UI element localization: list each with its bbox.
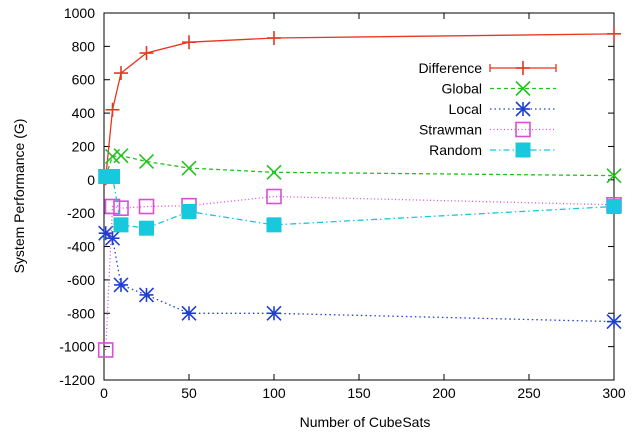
series-random (98, 168, 622, 236)
x-tick-label: 50 (181, 385, 197, 401)
data-point-strawman (113, 200, 129, 216)
legend-item-random: Random (429, 142, 556, 158)
series-difference (98, 26, 621, 186)
y-tick-label: -1000 (59, 339, 95, 355)
data-point-difference (267, 31, 281, 46)
y-tick-label: -800 (67, 305, 95, 321)
data-point-random (105, 168, 120, 184)
y-tick-label: -1200 (59, 372, 95, 388)
ticks-layer: 0 50 100 150 200 250 300 -1200 -1000 -800 -600 -400… (59, 5, 626, 401)
legend-marker (515, 121, 531, 138)
data-point-strawman (97, 342, 114, 358)
data-point-difference (105, 102, 120, 117)
data-point-strawman (138, 198, 155, 215)
legend-label: Difference (418, 60, 482, 76)
y-tick-label: -400 (67, 239, 95, 255)
y-tick-label: -600 (67, 272, 95, 288)
data-point-strawman (266, 188, 282, 205)
series-layer (97, 26, 622, 358)
x-tick-label: 0 (100, 385, 108, 401)
series-global (98, 148, 622, 185)
data-point-local (181, 305, 197, 321)
legend-marker (515, 80, 531, 97)
series-line-difference (105, 33, 615, 179)
y-tick-label: 200 (72, 138, 96, 154)
y-tick-label: -200 (67, 205, 95, 221)
data-point-random (181, 204, 197, 220)
data-point-global (181, 160, 197, 176)
data-point-random (606, 199, 622, 215)
data-point-global (266, 164, 282, 180)
data-point-local (606, 314, 622, 330)
series-local (98, 225, 622, 330)
y-axis-title: System Performance (G) (11, 119, 27, 274)
legend-marker (516, 61, 530, 75)
data-point-difference (114, 66, 128, 81)
y-tick-label: 1000 (64, 5, 95, 21)
data-point-strawman (104, 198, 121, 215)
legend-marker (515, 142, 531, 158)
series-strawman (97, 188, 622, 358)
data-point-difference (182, 35, 196, 50)
legend-item-difference: Difference (418, 60, 557, 76)
data-point-local (266, 305, 282, 321)
x-tick-label: 300 (602, 385, 626, 401)
data-point-random (266, 217, 282, 233)
y-tick-label: 0 (87, 172, 95, 188)
legend-marker (515, 101, 531, 117)
legend-item-global: Global (442, 81, 556, 97)
legend-item-local: Local (449, 101, 556, 117)
data-point-global (113, 148, 129, 164)
x-tick-label: 250 (517, 385, 541, 401)
data-point-local (113, 277, 129, 293)
data-point-global (606, 168, 622, 184)
x-tick-label: 200 (432, 385, 456, 401)
legend-label: Global (442, 81, 482, 97)
data-point-difference (139, 46, 154, 61)
legend: Difference Global Local Strawman Random (418, 60, 557, 158)
series-line-local (105, 232, 615, 323)
series-line-global (105, 154, 615, 177)
y-tick-label: 600 (72, 72, 96, 88)
data-point-local (138, 287, 155, 303)
legend-label: Random (429, 142, 482, 158)
data-point-local (104, 230, 121, 246)
data-point-random (113, 217, 129, 233)
data-point-random (139, 220, 154, 236)
legend-label: Local (449, 101, 482, 117)
y-tick-label: 800 (72, 38, 96, 54)
x-tick-label: 150 (347, 385, 371, 401)
x-axis-title: Number of CubeSats (300, 414, 431, 430)
data-point-difference (607, 26, 621, 41)
y-tick-label: 400 (72, 105, 96, 121)
legend-item-strawman: Strawman (419, 122, 556, 138)
x-tick-label: 100 (262, 385, 286, 401)
legend-label: Strawman (419, 122, 482, 138)
data-point-global (138, 153, 155, 170)
series-line-strawman (105, 195, 615, 351)
